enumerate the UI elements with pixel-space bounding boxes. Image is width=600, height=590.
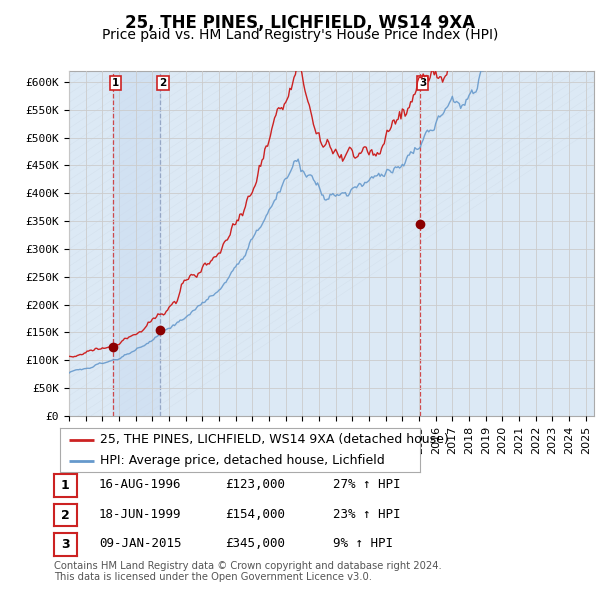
Text: 25, THE PINES, LICHFIELD, WS14 9XA (detached house): 25, THE PINES, LICHFIELD, WS14 9XA (deta… — [100, 433, 448, 446]
Text: 25, THE PINES, LICHFIELD, WS14 9XA: 25, THE PINES, LICHFIELD, WS14 9XA — [125, 14, 475, 32]
Text: £154,000: £154,000 — [225, 508, 285, 521]
Text: HPI: Average price, detached house, Lichfield: HPI: Average price, detached house, Lich… — [100, 454, 385, 467]
Text: 2: 2 — [160, 78, 167, 88]
Text: 2: 2 — [61, 509, 70, 522]
Text: Contains HM Land Registry data © Crown copyright and database right 2024.
This d: Contains HM Land Registry data © Crown c… — [54, 560, 442, 582]
Text: 09-JAN-2015: 09-JAN-2015 — [99, 537, 182, 550]
Text: 23% ↑ HPI: 23% ↑ HPI — [333, 508, 401, 521]
Text: 16-AUG-1996: 16-AUG-1996 — [99, 478, 182, 491]
Text: 3: 3 — [61, 538, 70, 551]
Text: £123,000: £123,000 — [225, 478, 285, 491]
Text: £345,000: £345,000 — [225, 537, 285, 550]
Bar — [113, 71, 160, 416]
Text: 3: 3 — [419, 78, 426, 88]
Text: 1: 1 — [61, 479, 70, 492]
Text: 27% ↑ HPI: 27% ↑ HPI — [333, 478, 401, 491]
Text: Price paid vs. HM Land Registry's House Price Index (HPI): Price paid vs. HM Land Registry's House … — [102, 28, 498, 42]
Text: 18-JUN-1999: 18-JUN-1999 — [99, 508, 182, 521]
Text: 1: 1 — [112, 78, 119, 88]
Text: 9% ↑ HPI: 9% ↑ HPI — [333, 537, 393, 550]
